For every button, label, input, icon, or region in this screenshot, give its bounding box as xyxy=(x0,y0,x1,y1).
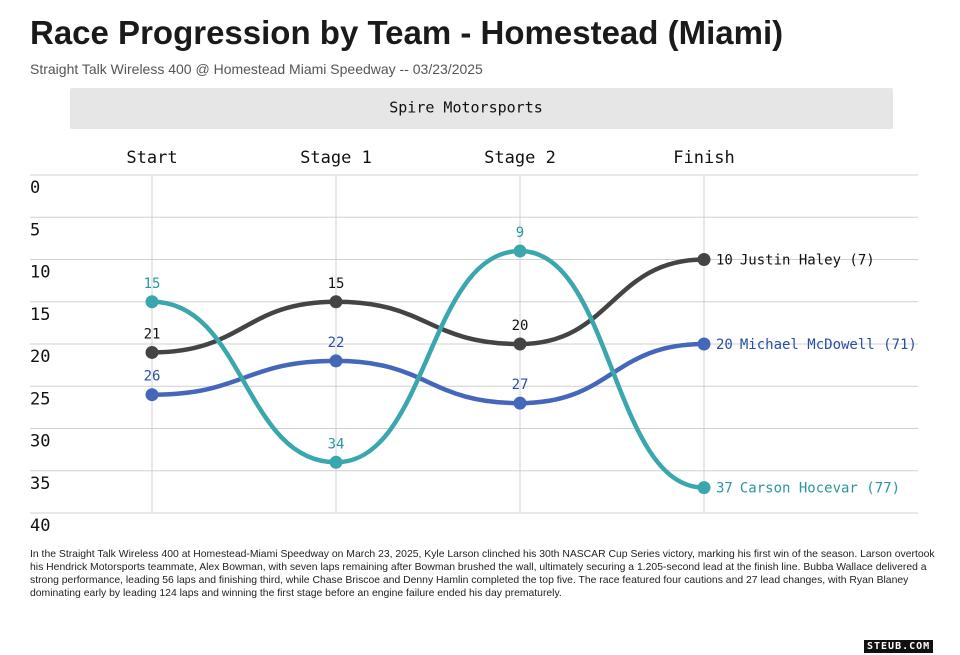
end-label: 37 Carson Hocevar (77) xyxy=(716,481,900,497)
point xyxy=(145,388,159,402)
end-label: 20 Michael McDowell (71) xyxy=(716,337,917,353)
data-label: 15 xyxy=(328,276,345,292)
watermark: STEUB.COM xyxy=(864,640,934,653)
y-tick-label: 25 xyxy=(30,389,50,409)
point xyxy=(329,295,343,309)
point xyxy=(513,244,527,258)
x-tick-label: Stage 2 xyxy=(484,148,556,168)
end-label-value: 20 xyxy=(716,337,733,353)
x-tick-label: Start xyxy=(126,148,177,168)
data-label: 15 xyxy=(144,276,161,292)
data-label: 9 xyxy=(516,225,524,241)
page-subtitle: Straight Talk Wireless 400 @ Homestead M… xyxy=(30,61,483,77)
chart: Spire Motorsports 0 5 10 15 20 25 30 35 40 Start S… xyxy=(30,88,918,536)
x-tick-label: Stage 1 xyxy=(300,148,372,168)
y-tick-label: 35 xyxy=(30,474,50,494)
end-label-value: 10 xyxy=(716,253,733,269)
y-tick-label: 15 xyxy=(30,305,50,325)
data-label: 34 xyxy=(328,436,345,452)
data-label: 26 xyxy=(144,369,161,385)
panel-header xyxy=(70,88,893,129)
end-label: 10 Justin Haley (7) xyxy=(716,253,875,269)
series-name: Justin Haley (7) xyxy=(740,253,875,269)
point xyxy=(329,354,343,368)
point xyxy=(513,396,527,410)
point xyxy=(145,295,159,309)
chart-title: Spire Motorsports xyxy=(389,99,543,117)
point xyxy=(697,253,711,266)
description: In the Straight Talk Wireless 400 at Hom… xyxy=(30,549,935,599)
data-label: 27 xyxy=(512,377,529,393)
y-tick-label: 40 xyxy=(30,516,50,536)
y-tick-label: 0 xyxy=(30,178,40,198)
y-tick-label: 5 xyxy=(30,220,40,240)
series-line xyxy=(149,257,707,355)
end-label-value: 37 xyxy=(716,481,733,497)
y-tick-label: 20 xyxy=(30,347,50,367)
point xyxy=(697,337,711,351)
x-tick-label: Finish xyxy=(673,148,734,168)
point xyxy=(145,345,159,359)
point xyxy=(697,481,711,495)
y-tick-label: 30 xyxy=(30,432,50,452)
data-label: 20 xyxy=(512,318,529,334)
series-line xyxy=(149,248,707,490)
y-tick-label: 10 xyxy=(30,263,50,283)
point xyxy=(329,455,343,469)
data-label: 22 xyxy=(328,335,345,351)
point xyxy=(513,337,527,351)
series-name: Carson Hocevar (77) xyxy=(740,481,900,497)
data-label: 21 xyxy=(144,326,161,342)
series-name: Michael McDowell (71) xyxy=(740,337,917,353)
page-title: Race Progression by Team - Homestead (Mi… xyxy=(30,14,784,51)
